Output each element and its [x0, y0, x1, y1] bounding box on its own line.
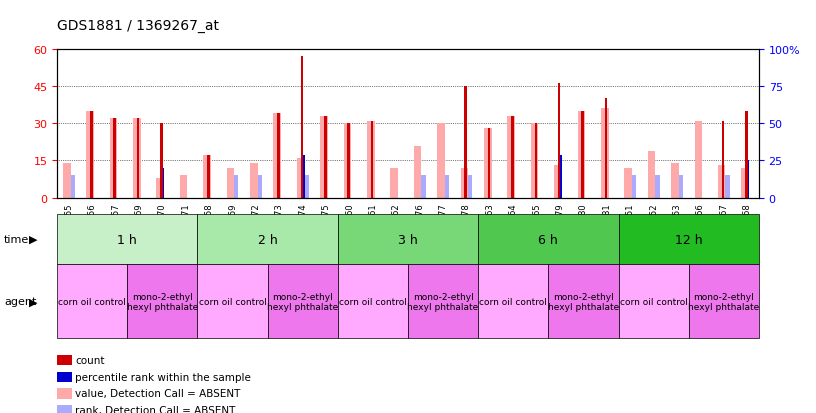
Bar [721, 121, 725, 198]
Bar [632, 176, 636, 198]
Bar [488, 129, 490, 198]
Text: 12 h: 12 h [675, 233, 703, 246]
Bar [367, 121, 375, 198]
Bar [554, 166, 561, 198]
Bar [437, 124, 445, 198]
Text: corn oil control: corn oil control [619, 297, 688, 306]
Bar [671, 164, 679, 198]
Text: mono-2-ethyl
hexyl phthalate: mono-2-ethyl hexyl phthalate [407, 292, 479, 311]
Bar [508, 116, 515, 198]
Bar [300, 57, 304, 198]
Bar [234, 176, 238, 198]
Bar [113, 119, 116, 198]
Bar [414, 146, 421, 198]
Bar [725, 176, 730, 198]
Bar [624, 169, 632, 198]
Bar [655, 176, 659, 198]
Text: value, Detection Call = ABSENT: value, Detection Call = ABSENT [75, 388, 241, 398]
Bar [304, 176, 308, 198]
Bar [180, 176, 188, 198]
Bar [277, 114, 280, 198]
Bar [745, 112, 747, 198]
Bar [484, 129, 491, 198]
Bar [63, 164, 70, 198]
Bar [558, 84, 561, 198]
Text: 3 h: 3 h [398, 233, 418, 246]
Text: mono-2-ethyl
hexyl phthalate: mono-2-ethyl hexyl phthalate [548, 292, 619, 311]
Bar [160, 124, 163, 198]
Bar [741, 169, 749, 198]
Text: mono-2-ethyl
hexyl phthalate: mono-2-ethyl hexyl phthalate [126, 292, 198, 311]
Text: GDS1881 / 1369267_at: GDS1881 / 1369267_at [57, 19, 220, 33]
Bar [511, 116, 514, 198]
Text: mono-2-ethyl
hexyl phthalate: mono-2-ethyl hexyl phthalate [267, 292, 339, 311]
Text: 6 h: 6 h [539, 233, 558, 246]
Bar [460, 169, 468, 198]
Bar [203, 156, 211, 198]
Text: corn oil control: corn oil control [479, 297, 548, 306]
Bar [578, 112, 585, 198]
Text: percentile rank within the sample: percentile rank within the sample [75, 372, 251, 382]
Bar [718, 166, 725, 198]
Bar [421, 176, 426, 198]
Text: ▶: ▶ [29, 235, 37, 244]
Text: count: count [75, 355, 104, 365]
Bar [227, 169, 234, 198]
Bar [90, 112, 93, 198]
Bar [86, 112, 94, 198]
Bar [157, 178, 164, 198]
Bar [348, 124, 350, 198]
Text: 1 h: 1 h [118, 233, 137, 246]
Bar [137, 119, 140, 198]
Bar [297, 159, 304, 198]
Bar [258, 176, 262, 198]
Text: corn oil control: corn oil control [58, 297, 126, 306]
Bar [250, 164, 258, 198]
Bar [273, 114, 281, 198]
Bar [70, 176, 75, 198]
Bar [464, 87, 467, 198]
Text: rank, Detection Call = ABSENT: rank, Detection Call = ABSENT [75, 405, 236, 413]
Bar [304, 156, 305, 198]
Bar [601, 109, 609, 198]
Bar [561, 156, 562, 198]
Text: 2 h: 2 h [258, 233, 277, 246]
Bar [679, 176, 683, 198]
Bar [163, 169, 165, 198]
Bar [109, 119, 118, 198]
Bar [370, 121, 374, 198]
Bar [694, 121, 702, 198]
Bar [324, 116, 326, 198]
Bar [445, 176, 449, 198]
Bar [648, 151, 655, 198]
Bar [534, 124, 537, 198]
Text: corn oil control: corn oil control [198, 297, 267, 306]
Text: ▶: ▶ [29, 297, 37, 306]
Bar [468, 176, 472, 198]
Bar [747, 161, 749, 198]
Bar [390, 169, 398, 198]
Text: corn oil control: corn oil control [339, 297, 407, 306]
Bar [133, 119, 140, 198]
Bar [320, 116, 328, 198]
Text: agent: agent [4, 297, 37, 306]
Text: mono-2-ethyl
hexyl phthalate: mono-2-ethyl hexyl phthalate [688, 292, 760, 311]
Text: time: time [4, 235, 29, 244]
Bar [530, 124, 539, 198]
Bar [207, 156, 210, 198]
Bar [605, 99, 607, 198]
Bar [581, 112, 584, 198]
Bar [344, 124, 351, 198]
